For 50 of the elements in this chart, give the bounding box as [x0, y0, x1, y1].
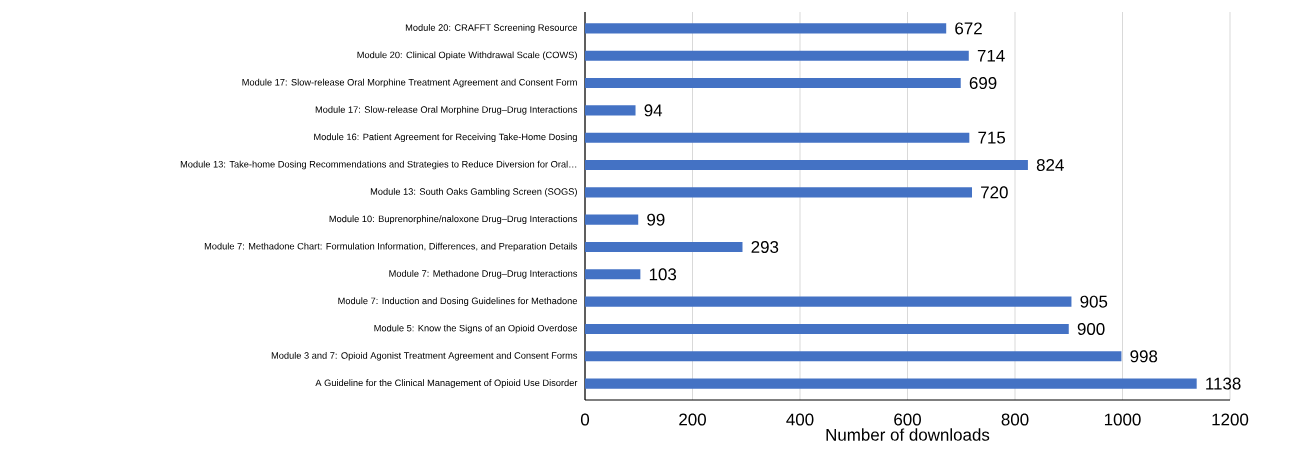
- bar: [585, 214, 639, 225]
- x-tick-label: 0: [580, 413, 590, 426]
- y-tick-label: Module 7: Methadone Chart: Formulation Information, Differences, and Preparation Details: [204, 242, 578, 252]
- y-tick-label: Module 13: Take-home Dosing Recommendations and Strategies to Reduce Diversion for Oral…: [180, 160, 577, 170]
- data-label: 905: [1080, 295, 1108, 308]
- bar: [585, 159, 1028, 171]
- bar: [585, 323, 1069, 335]
- y-tick-label: Module 17: Slow-release Oral Morphine Treatment Agreement and Consent Form: [242, 78, 577, 88]
- x-tick-label: 200: [679, 413, 706, 426]
- x-tick-label: 1200: [1212, 413, 1249, 426]
- data-label: 824: [1036, 159, 1064, 172]
- y-tick-label: Module 13: South Oaks Gambling Screen (SOGS): [370, 188, 577, 197]
- data-label: 1138: [1206, 377, 1241, 390]
- data-label: 672: [955, 22, 982, 35]
- bar: [585, 269, 641, 280]
- x-tick-label: 400: [786, 413, 814, 426]
- data-label: 103: [649, 268, 677, 281]
- bar: [585, 50, 969, 61]
- y-tick-label: Module 10: Buprenorphine/naloxone Drug–Drug Interactions: [329, 215, 578, 224]
- x-axis-title: Number of downloads: [826, 428, 990, 441]
- bar: [585, 351, 1122, 362]
- data-label: 99: [647, 213, 665, 226]
- y-tick-label: Module 20: CRAFFT Screening Resource: [405, 24, 578, 33]
- data-label: 715: [978, 131, 1006, 144]
- bar: [585, 187, 973, 198]
- y-tick-label: Module 5: Know the Signs of an Opioid Overdose: [374, 324, 578, 334]
- bar: [585, 378, 1197, 389]
- data-label: 720: [981, 186, 1008, 199]
- data-label: 293: [751, 240, 779, 253]
- x-tick-label: 600: [894, 413, 921, 426]
- y-tick-label: Module 7: Methadone Drug–Drug Interactions: [389, 269, 578, 279]
- y-tick-label: Module 16: Patient Agreement for Receiving Take-Home Dosing: [314, 133, 577, 143]
- bar: [585, 23, 947, 34]
- data-label: 900: [1077, 322, 1105, 335]
- data-label: 998: [1130, 350, 1158, 363]
- bar: [585, 77, 961, 89]
- data-label: 699: [969, 77, 997, 90]
- y-tick-label: Module 17: Slow-release Oral Morphine Drug–Drug Interactions: [315, 106, 578, 115]
- bar: [585, 105, 636, 116]
- y-tick-label: Module 3 and 7: Opioid Agonist Treatment Agreement and Consent Forms: [271, 351, 578, 361]
- bar: [585, 241, 743, 253]
- y-tick-label: Module 20: Clinical Opiate Withdrawal Scale (COWS): [357, 51, 577, 61]
- bar: [585, 296, 1072, 307]
- data-label: 94: [644, 104, 663, 117]
- data-label: 714: [977, 49, 1005, 62]
- y-tick-label: A Guideline for the Clinical Management of Opioid Use Disorder: [315, 379, 578, 388]
- y-tick-label: Module 7: Induction and Dosing Guidelines for Methadone: [338, 297, 578, 306]
- x-tick-label: 1000: [1104, 413, 1141, 426]
- bar: [585, 132, 970, 143]
- x-tick-label: 800: [1001, 413, 1029, 426]
